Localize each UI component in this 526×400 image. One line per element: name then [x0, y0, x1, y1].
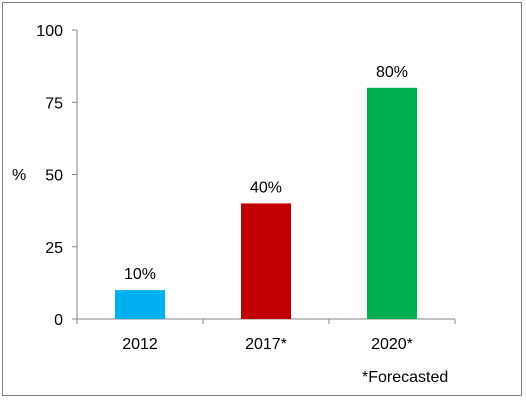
- y-tick-label: 25: [45, 240, 63, 257]
- bars: [115, 87, 417, 319]
- x-tick-label: 2012: [122, 336, 158, 353]
- y-ticks: 0 25 50 75 100: [36, 23, 77, 329]
- bar-2020: [367, 87, 417, 319]
- y-tick-label: 75: [45, 95, 63, 112]
- x-tick-label: 2020*: [371, 336, 413, 353]
- data-label: 40%: [250, 179, 282, 196]
- bar-2017: [241, 203, 291, 319]
- y-tick-label: 100: [36, 23, 63, 40]
- data-label: 10%: [124, 266, 156, 283]
- x-ticks: 2012 2017* 2020*: [76, 319, 456, 353]
- bar-2012: [115, 290, 165, 319]
- chart-frame: [2, 2, 522, 396]
- data-label: 80%: [376, 64, 408, 81]
- y-axis-label: %: [12, 167, 26, 184]
- data-labels: 10% 40% 80%: [124, 64, 408, 283]
- y-tick-label: 0: [54, 312, 63, 329]
- y-tick-label: 50: [45, 168, 63, 185]
- forecast-footnote: *Forecasted: [362, 369, 448, 386]
- x-tick-label: 2017*: [245, 336, 287, 353]
